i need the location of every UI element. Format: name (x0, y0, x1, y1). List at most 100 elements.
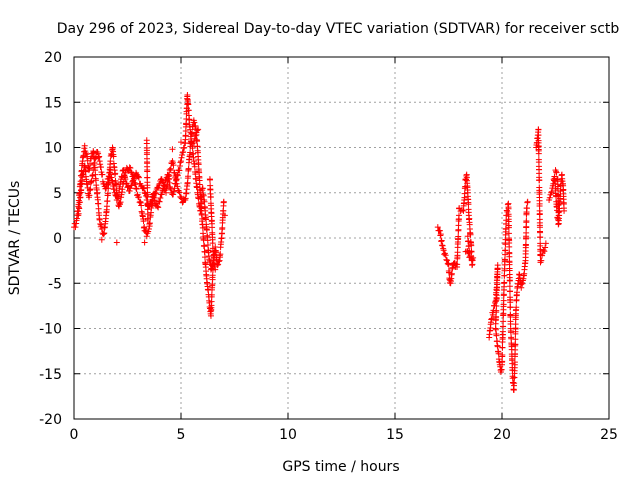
data-point (82, 149, 89, 156)
data-point (513, 304, 520, 311)
data-point (488, 315, 495, 322)
data-point (507, 304, 514, 311)
data-point (115, 194, 122, 201)
data-point (522, 241, 529, 248)
data-point (170, 188, 177, 195)
data-point (144, 168, 151, 175)
data-point (141, 239, 148, 246)
data-point (91, 159, 98, 166)
data-point (203, 226, 210, 233)
data-point (117, 199, 124, 206)
data-point (207, 194, 214, 201)
data-point (498, 366, 505, 373)
data-point (495, 350, 502, 357)
y-tick-label: 15 (44, 95, 62, 111)
data-point (109, 178, 116, 185)
data-point (207, 176, 214, 183)
data-point (542, 240, 549, 247)
data-point (455, 212, 462, 219)
data-point (168, 186, 175, 193)
data-point (162, 177, 169, 184)
data-point (79, 171, 86, 178)
data-point (535, 132, 542, 139)
data-point (185, 101, 192, 108)
data-point (78, 186, 85, 193)
data-point (195, 195, 202, 202)
data-point (76, 205, 83, 212)
data-point (505, 224, 512, 231)
data-point (108, 174, 115, 181)
data-point (159, 178, 166, 185)
data-point (88, 178, 95, 185)
data-point (96, 216, 103, 223)
data-point (119, 167, 126, 174)
data-point (146, 220, 153, 227)
data-point (148, 198, 155, 205)
data-point (465, 243, 472, 250)
data-point (87, 160, 94, 167)
x-axis-label: GPS time / hours (282, 459, 399, 475)
data-point (118, 173, 125, 180)
data-point (99, 171, 106, 178)
data-point (209, 224, 216, 231)
data-point (107, 167, 114, 174)
data-point (190, 139, 197, 146)
data-point (86, 192, 93, 199)
data-point (98, 221, 105, 228)
data-point (177, 159, 184, 166)
data-point (494, 274, 501, 281)
data-point (144, 216, 151, 223)
data-point (518, 284, 525, 291)
data-point (555, 212, 562, 219)
data-point (126, 164, 133, 171)
data-point (493, 332, 500, 339)
data-point (216, 257, 223, 264)
data-point (155, 184, 162, 191)
data-point (129, 178, 136, 185)
data-point (133, 185, 140, 192)
data-point (505, 205, 512, 212)
data-point (555, 202, 562, 209)
data-point (439, 242, 446, 249)
data-point (201, 243, 208, 250)
data-point (128, 182, 135, 189)
data-point (445, 261, 452, 268)
data-point (178, 194, 184, 201)
data-point (178, 154, 185, 161)
data-point (217, 251, 224, 258)
data-point (494, 266, 501, 273)
data-point (98, 236, 105, 243)
y-axis-label: SDTVAR / TECUs (7, 181, 23, 296)
data-point (180, 149, 187, 156)
data-point (178, 139, 184, 146)
data-point (75, 210, 82, 217)
data-point (554, 176, 561, 183)
data-point (179, 151, 186, 158)
data-point (511, 359, 518, 366)
data-point (143, 233, 150, 240)
data-point (537, 234, 544, 241)
data-point (150, 191, 157, 198)
data-point (500, 297, 507, 304)
data-point (212, 266, 219, 273)
data-point (444, 257, 451, 264)
data-point (210, 257, 217, 264)
data-point (511, 380, 518, 387)
data-point (553, 169, 560, 176)
data-point (201, 249, 208, 256)
data-point (209, 272, 216, 279)
data-point (180, 145, 187, 152)
data-point (171, 185, 178, 192)
data-point (140, 185, 147, 192)
data-point (500, 318, 507, 325)
y-tick-label: -15 (39, 367, 62, 383)
data-point (110, 153, 117, 160)
data-point (103, 185, 110, 192)
data-point (506, 243, 513, 250)
data-point (154, 203, 161, 210)
x-tick-label: 25 (600, 427, 618, 443)
data-point (500, 323, 507, 330)
data-point (100, 231, 107, 238)
data-point (156, 198, 163, 205)
